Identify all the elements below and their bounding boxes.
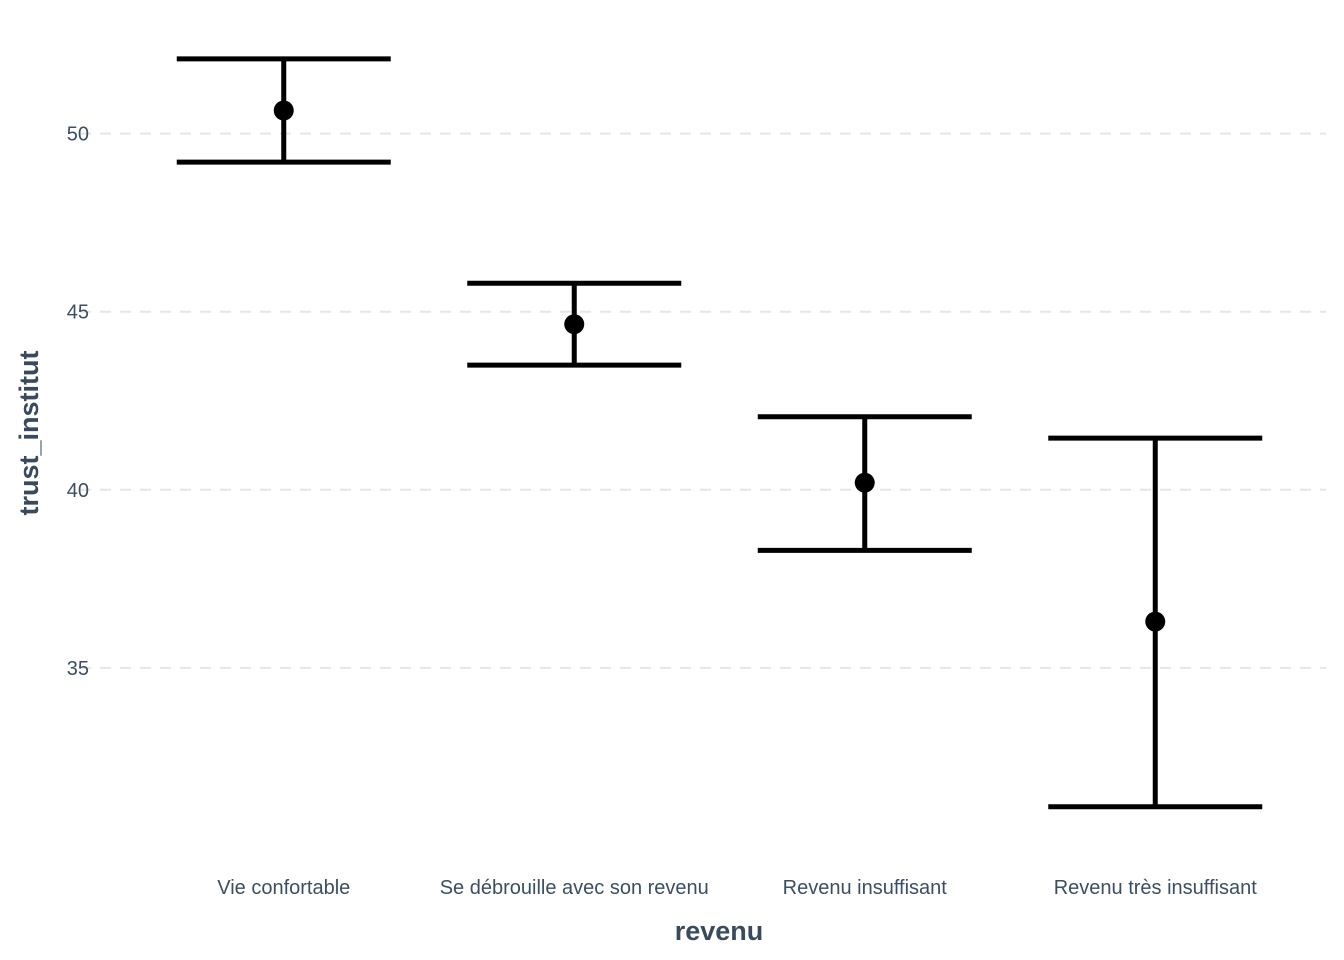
mean-point-3 <box>854 472 875 493</box>
x-axis-title: revenu <box>675 916 764 946</box>
y-tick-labels: 35 40 45 50 <box>67 124 89 680</box>
x-tick-label-4: Revenu très insuffisant <box>1054 877 1258 899</box>
mean-point-2 <box>564 314 585 335</box>
y-tick-label-50: 50 <box>67 124 89 146</box>
y-tick-label-35: 35 <box>67 658 89 680</box>
x-tick-labels: Vie confortable Se débrouille avec son re… <box>217 877 1257 899</box>
y-axis-title: trust_institut <box>14 350 44 515</box>
x-tick-label-2: Se débrouille avec son revenu <box>440 877 709 899</box>
y-tick-label-40: 40 <box>67 480 89 502</box>
mean-points <box>273 100 1166 632</box>
grid-lines <box>80 132 1326 669</box>
x-tick-label-1: Vie confortable <box>217 877 350 899</box>
mean-point-1 <box>273 100 294 121</box>
x-tick-label-3: Revenu insuffisant <box>783 877 948 899</box>
mean-point-4 <box>1145 611 1166 632</box>
error-bars <box>176 56 1263 810</box>
y-tick-label-45: 45 <box>67 302 89 324</box>
